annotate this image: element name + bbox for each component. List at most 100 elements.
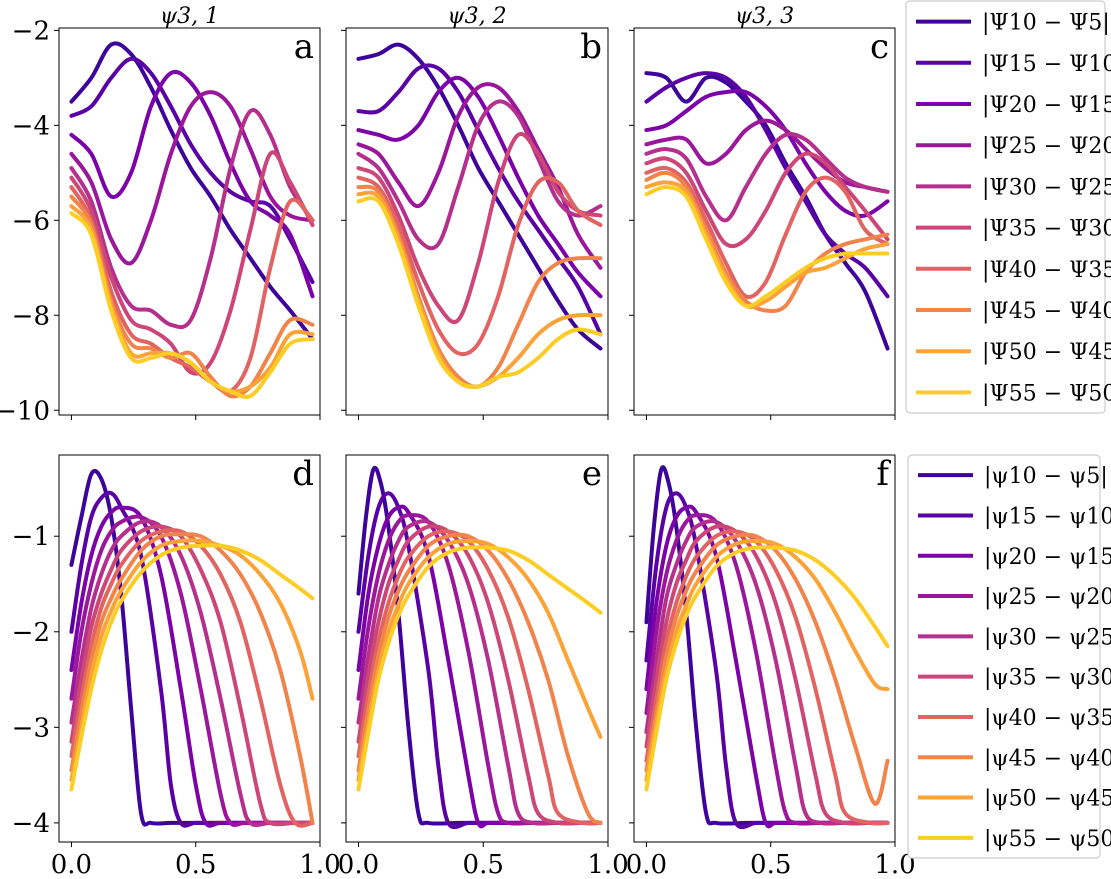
legend-label: |ψ55 − ψ50| [984,827,1111,852]
legend-entry: |ψ50 − ψ45| [918,787,1111,812]
legend-entry: |Ψ10 − Ψ5| [916,11,1110,36]
x-tick-label: 0.5 [175,850,216,879]
legend-entry: |Ψ50 − Ψ45| [916,340,1111,365]
series-group [644,465,890,830]
series-line [356,519,603,826]
series-group [69,468,315,828]
legend-label: |Ψ35 − Ψ30| [982,217,1111,242]
axes-frame [345,454,609,843]
legend-label: |ψ20 − ψ15| [984,545,1111,570]
series-line [644,151,890,249]
legend-label: |ψ45 − ψ40| [984,746,1111,771]
panel-letter: b [580,27,602,67]
y-tick-label: −10 [0,396,50,426]
axes-frame [58,454,321,843]
series-line [356,532,603,825]
legend-top: |Ψ10 − Ψ5| |Ψ15 − Ψ10| |Ψ20 − Ψ15| |Ψ25 − Ψ… [905,0,1111,414]
legend-label: |Ψ20 − Ψ15| [982,93,1111,118]
legend-label: |ψ30 − ψ25| [984,625,1111,650]
legend-entry: |ψ45 − ψ40| [918,746,1111,771]
legend-label: |Ψ15 − Ψ10| [982,52,1111,77]
panel-title: ψ3, 1 [160,4,219,29]
legend-entry: |Ψ40 − Ψ35| [916,258,1111,283]
series-line [644,545,890,792]
series-line [356,99,603,251]
series-line [69,108,315,330]
axes-frame [633,454,896,843]
panel-title: ψ3, 2 [447,4,506,29]
series-group [644,71,890,351]
series-group [69,41,315,399]
legend-label: |ψ40 − ψ35| [984,706,1111,731]
panel-letter: d [292,454,314,494]
legend-label: |ψ10 − ψ5| [984,464,1108,489]
series-line [69,211,315,399]
legend-label: |ψ50 − ψ45| [984,787,1111,812]
series-line [644,180,890,310]
x-tick-label: 0.5 [750,850,791,879]
series-line [644,132,890,223]
legend-label: |ψ35 − ψ30| [984,666,1111,691]
legend-entry: |Ψ20 − Ψ15| [916,93,1111,118]
series-line [69,527,315,828]
axes-frame [345,27,609,416]
y-tick-label: −4 [12,809,50,839]
y-tick-label: −4 [12,111,50,141]
y-tick-label: −6 [12,206,50,236]
x-tick-label: 1.0 [587,850,628,879]
y-tick-label: −2 [12,16,50,46]
legend-entry: |Ψ15 − Ψ10| [916,52,1111,77]
panel-letter: c [870,27,889,67]
y-tick-label: −2 [12,618,50,648]
series-line [356,75,603,299]
y-tick-label: −3 [12,713,50,743]
series-line [644,170,890,314]
series-line [356,42,603,351]
legend-entry: |ψ40 − ψ35| [918,706,1111,731]
legend-entry: |ψ55 − ψ50| [918,827,1111,852]
series-line [69,69,315,299]
series-line [69,543,315,792]
legend-label: |Ψ50 − Ψ45| [982,340,1111,365]
series-line [356,82,603,270]
legend-label: |Ψ40 − Ψ35| [982,258,1111,283]
legend-entry: |ψ25 − ψ20| [918,585,1111,610]
series-line [644,118,890,194]
legend-label: |ψ25 − ψ20| [984,585,1111,610]
series-line [69,150,315,376]
panel-c: ψ3, 3 c [629,4,896,420]
series-line [644,519,890,826]
panel-e: 0.0 0.5 1.0 e [338,454,629,879]
series-line [69,532,315,825]
series-line [644,88,890,219]
legend-entry: |Ψ35 − Ψ30| [916,217,1111,242]
series-line [356,539,603,782]
series-line [644,71,890,351]
series-group [356,465,603,830]
legend-entry: |ψ15 − ψ10| [918,504,1111,529]
x-tick-label: 1.0 [299,850,340,879]
series-group [356,42,603,389]
legend-entry: |ψ20 − ψ15| [918,545,1111,570]
axes-frame [58,27,321,416]
series-line [356,131,603,325]
series-line [644,532,890,806]
panel-d: −4 −3 −2 −1 0.0 0.5 1.0 d [12,454,341,879]
series-line [644,539,890,782]
x-tick-label: 0.0 [51,850,92,879]
axes-frame [633,27,896,416]
x-tick-label: 0.0 [338,850,379,879]
legend-label: |ψ15 − ψ10| [984,504,1111,529]
series-line [69,56,315,285]
legend-label: |Ψ25 − Ψ20| [982,134,1111,159]
series-line [644,165,890,300]
series-line [69,185,315,395]
series-line [356,524,603,826]
legend-label: |Ψ30 − Ψ25| [982,175,1111,200]
series-line [69,519,315,827]
panel-letter: e [582,454,602,494]
panel-title: ψ3, 3 [735,4,794,29]
panel-f: 0.0 0.5 1.0f [626,454,916,879]
x-tick-label: 0.5 [463,850,504,879]
